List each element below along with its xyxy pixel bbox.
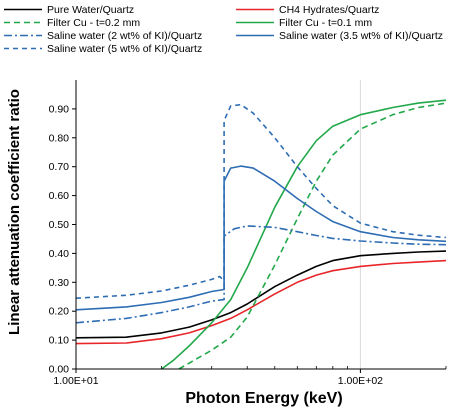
y-tick-label: 0.70 bbox=[49, 161, 70, 173]
legend-label-7: Saline water (5 wt% of KI)/Quartz bbox=[47, 43, 202, 55]
series-line-6 bbox=[75, 165, 447, 311]
y-tick-label: 0.30 bbox=[49, 277, 70, 289]
tick-labels: 0.00 0.10 0.20 0.30 0.40 0.50 0.60 0.70 0.80 0.90… bbox=[49, 103, 384, 387]
y-tick-label: 0.50 bbox=[49, 219, 70, 231]
series-layer bbox=[75, 99, 447, 370]
y-tick-label: 0.10 bbox=[49, 335, 70, 347]
x-tick-label: 1.00E+02 bbox=[338, 375, 383, 387]
legend-label-1: Pure Water/Quartz bbox=[47, 4, 134, 16]
series-line-1 bbox=[75, 250, 447, 339]
legend-label-4: Filter Cu - t=0.1 mm bbox=[279, 17, 372, 29]
series-line-5 bbox=[75, 225, 447, 324]
y-tick-label: 0.40 bbox=[49, 248, 70, 260]
y-tick-label: 0.80 bbox=[49, 132, 70, 144]
series-line-3 bbox=[178, 102, 447, 370]
y-axis-title: Linear attenuation coefficient ratio bbox=[6, 89, 23, 335]
series-line-2 bbox=[75, 259, 447, 345]
legend-label-5: Saline water (2 wt% of KI)/Quartz bbox=[47, 30, 202, 42]
y-tick-label: 0.20 bbox=[49, 306, 70, 318]
legend-label-2: CH4 Hydrates/Quartz bbox=[279, 4, 379, 16]
y-tick-label: 0.60 bbox=[49, 190, 70, 202]
legend-label-6: Saline water (3.5 wt% of KI)/Quartz bbox=[279, 30, 443, 42]
x-axis-title: Photon Energy (keV) bbox=[185, 390, 342, 407]
series-line-4 bbox=[161, 99, 447, 370]
legend: Pure Water/Quartz CH4 Hydrates/QuartzFilt… bbox=[4, 4, 443, 55]
y-tick-label: 0.90 bbox=[49, 103, 70, 115]
x-tick-label: 1.00E+01 bbox=[53, 375, 98, 387]
axes bbox=[72, 80, 447, 373]
series-line-7 bbox=[75, 103, 447, 299]
legend-label-3: Filter Cu - t=0.2 mm bbox=[47, 17, 140, 29]
y-tick-label: 0.00 bbox=[49, 364, 70, 376]
